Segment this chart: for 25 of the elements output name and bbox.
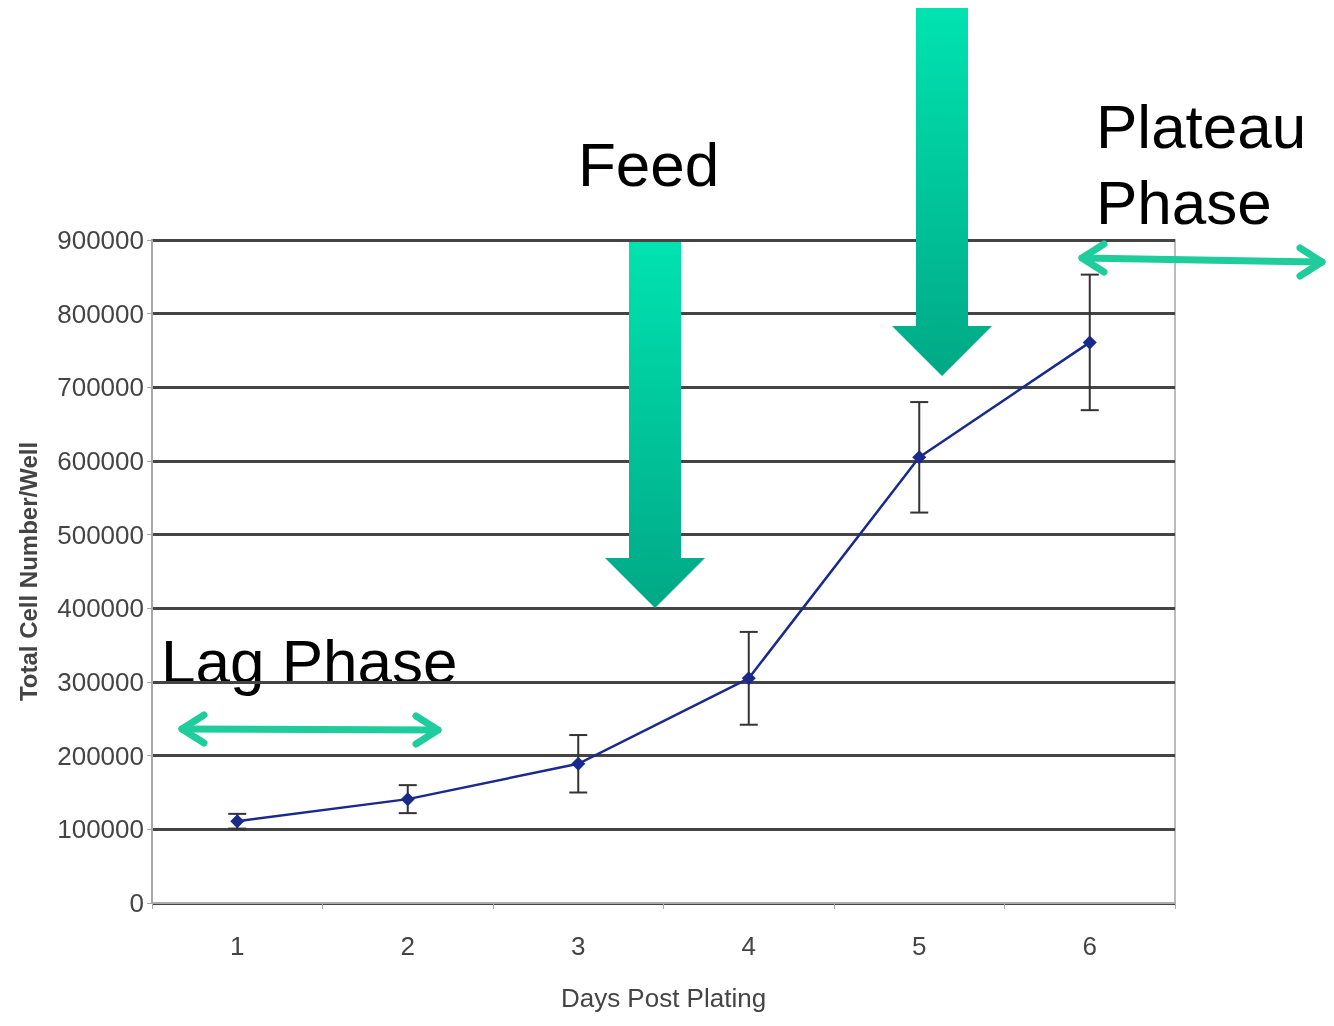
y-tick-label: 900000: [57, 225, 144, 255]
y-tick-label: 100000: [57, 814, 144, 845]
x-axis-title: Days Post Plating: [560, 983, 767, 1013]
point: [400, 792, 415, 807]
text: Feed: [578, 129, 720, 199]
x-tick-label: 1: [230, 931, 245, 961]
point: [741, 671, 756, 686]
y-tick-label: 600000: [57, 446, 144, 476]
x-tick-label: 2: [400, 931, 415, 961]
y-tick-label: 800000: [57, 298, 144, 329]
point: [912, 450, 927, 465]
point: [1082, 335, 1097, 350]
x-tick-label: 5: [912, 931, 927, 961]
x-tick-label: 3: [571, 931, 586, 961]
y-axis-title: Total Cell Number/Well: [14, 441, 42, 702]
y-tick-label: 300000: [57, 667, 144, 697]
y-tick-label: 500000: [57, 519, 144, 550]
y-tick-label: 700000: [57, 372, 144, 403]
text: Plateau Phase: [1096, 91, 1324, 237]
x-tick-label: 4: [741, 931, 756, 961]
y-tick-label: 200000: [57, 740, 144, 771]
point: [571, 756, 586, 771]
y-tick-label: 400000: [57, 593, 144, 624]
x-tick-label: 6: [1082, 931, 1097, 961]
y-tick-label: 0: [129, 888, 144, 918]
